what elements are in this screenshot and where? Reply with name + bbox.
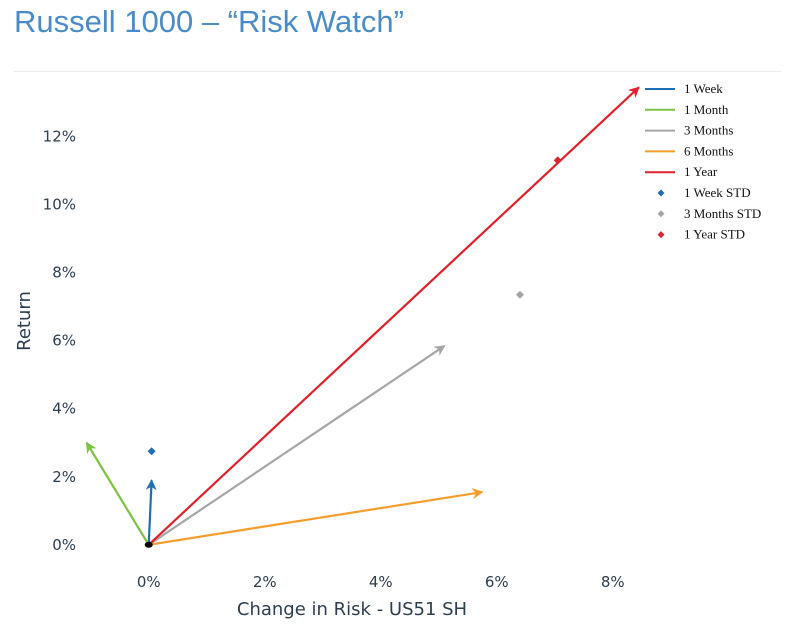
point-1-year-std [553,156,562,165]
vector-1-week [145,479,157,545]
point-3-months-std [515,290,524,299]
origin-point-group [144,541,153,548]
x-tick-label: 8% [601,573,625,591]
legend-swatch-1-week-std [657,189,665,197]
y-tick-label: 12% [43,128,76,146]
legend: 1 Week 1 Month 3 Months 6 Months 1 Year 1 Wee… [645,81,761,242]
legend-label-3-months: 3 Months [684,123,733,138]
vector-1-month [85,441,150,546]
x-tick-label: 6% [485,573,509,591]
y-tick-label: 6% [52,332,76,350]
vector-1-year [147,86,640,546]
y-axis-title: Return [14,291,35,351]
legend-swatch-1-year-std [657,231,665,239]
y-tick-label: 10% [43,196,76,214]
legend-label-1-week-std: 1 Week STD [684,185,751,200]
vector-6-months [148,488,484,546]
title-divider [14,71,781,72]
legend-label-1-year: 1 Year [684,164,718,179]
std-points [147,156,562,456]
legend-label-3-months-std: 3 Months STD [684,206,761,221]
x-axis-title: Change in Risk - US51 SH [237,599,467,620]
y-axis-ticks: 0% 2% 4% 6% 8% 10% 12% [43,128,76,554]
y-tick-label: 4% [52,400,76,418]
vector-3-months [148,344,446,546]
x-tick-label: 0% [137,573,161,591]
y-tick-label: 0% [52,536,76,554]
origin-point [144,541,153,548]
x-tick-label: 2% [253,573,277,591]
x-axis-ticks: 0% 2% 4% 6% 8% [137,573,625,591]
chart-title: Russell 1000 – “Risk Watch” [14,4,404,39]
legend-label-1-year-std: 1 Year STD [684,227,745,242]
y-tick-label: 2% [52,468,76,486]
legend-label-6-months: 6 Months [684,143,733,158]
point-1-week-std [147,447,156,456]
legend-label-1-month: 1 Month [684,102,729,117]
legend-label-1-week: 1 Week [684,81,723,96]
x-tick-label: 4% [369,573,393,591]
vector-series [85,86,640,546]
legend-swatch-3-months-std [657,210,665,218]
y-tick-label: 8% [52,264,76,282]
